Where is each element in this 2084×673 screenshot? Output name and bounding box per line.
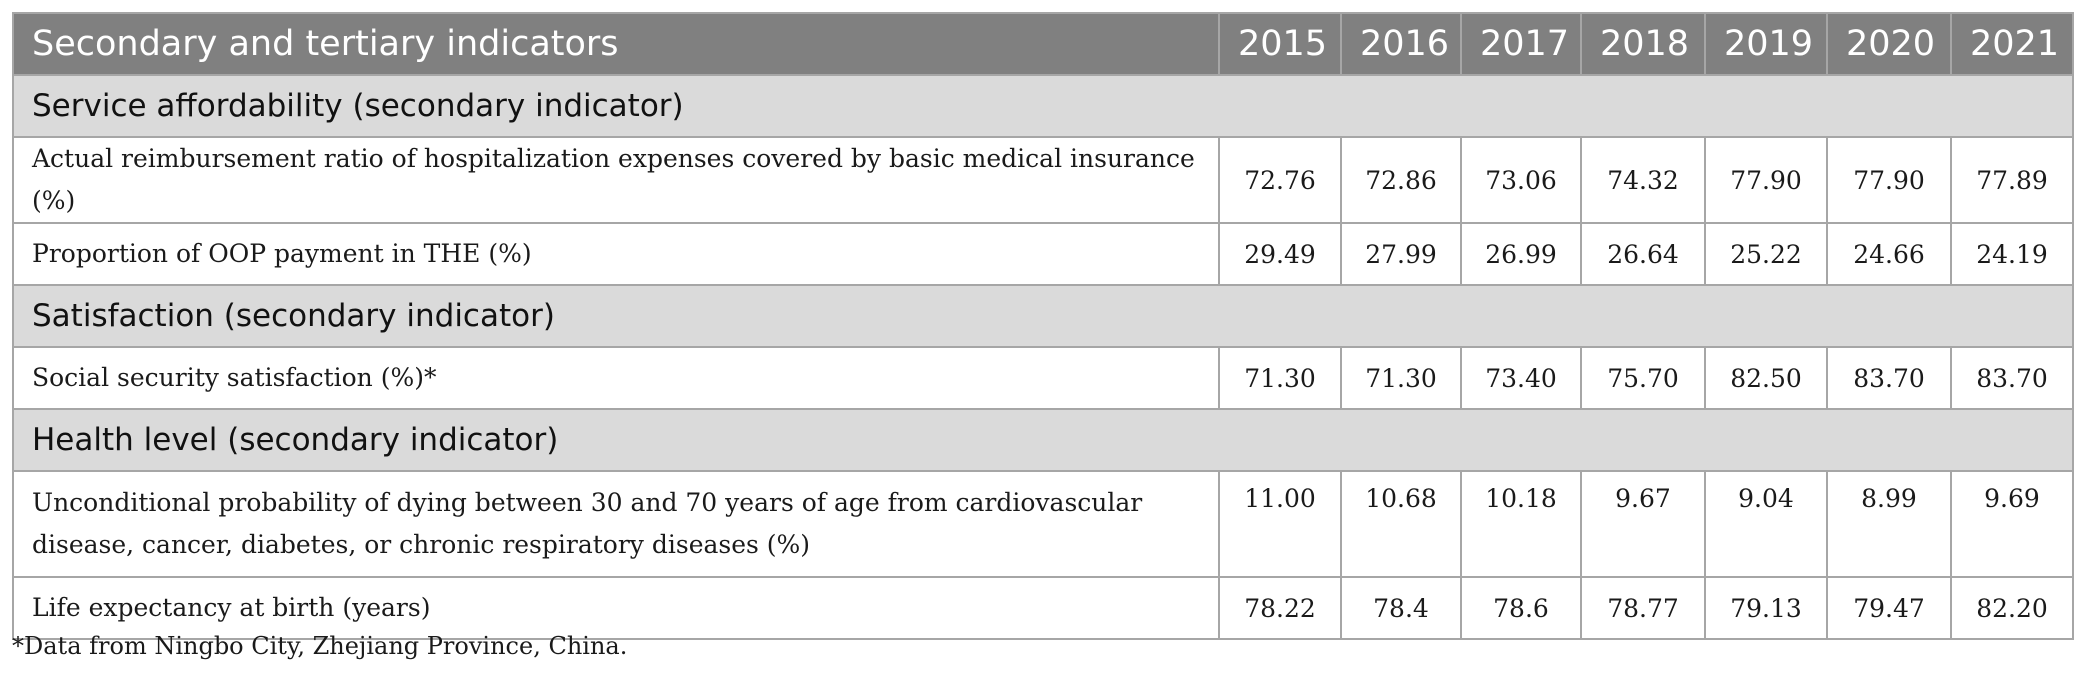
table-cell: 72.76 [1218,136,1342,224]
column-header-year: 2016 [1340,12,1462,76]
table-header-row: Secondary and tertiary indicators 2015 2… [12,12,2074,76]
table-cell: 9.69 [1950,470,2074,578]
column-header-year: 2017 [1460,12,1582,76]
indicators-table-container: Secondary and tertiary indicators 2015 2… [12,12,2074,640]
table-cell: 74.32 [1580,136,1706,224]
table-cell: 83.70 [1950,346,2074,410]
table-footnote: *Data from Ningbo City, Zhejiang Provinc… [12,632,628,660]
table-cell: 78.6 [1460,576,1582,640]
row-label: Unconditional probability of dying betwe… [12,470,1220,578]
section-row-service-affordability: Service affordability (secondary indicat… [12,74,2074,138]
table-cell: 11.00 [1218,470,1342,578]
column-header-year: 2021 [1950,12,2074,76]
table-cell: 77.89 [1950,136,2074,224]
table-cell: 25.22 [1704,222,1828,286]
table-cell: 73.06 [1460,136,1582,224]
table-cell: 72.86 [1340,136,1462,224]
table-cell: 78.77 [1580,576,1706,640]
table-cell: 8.99 [1826,470,1952,578]
row-label: Actual reimbursement ratio of hospitaliz… [12,136,1220,224]
column-header-year: 2019 [1704,12,1828,76]
table-cell: 77.90 [1704,136,1828,224]
section-title: Service affordability (secondary indicat… [12,74,2074,138]
table-cell: 9.67 [1580,470,1706,578]
table-cell: 27.99 [1340,222,1462,286]
table-cell: 26.64 [1580,222,1706,286]
table-row: Social security satisfaction (%)* 71.30 … [12,346,2074,410]
table-cell: 29.49 [1218,222,1342,286]
row-label: Social security satisfaction (%)* [12,346,1220,410]
table-row: Proportion of OOP payment in THE (%) 29.… [12,222,2074,286]
table-cell: 24.66 [1826,222,1952,286]
table-cell: 78.22 [1218,576,1342,640]
table-cell: 82.50 [1704,346,1828,410]
table-cell: 79.13 [1704,576,1828,640]
table-cell: 77.90 [1826,136,1952,224]
row-label: Life expectancy at birth (years) [12,576,1220,640]
table-cell: 82.20 [1950,576,2074,640]
table-cell: 73.40 [1460,346,1582,410]
table-cell: 71.30 [1340,346,1462,410]
column-header-year: 2015 [1218,12,1342,76]
column-header-year: 2020 [1826,12,1952,76]
column-header-indicators: Secondary and tertiary indicators [12,12,1220,76]
table-cell: 24.19 [1950,222,2074,286]
table-cell: 10.18 [1460,470,1582,578]
table-cell: 71.30 [1218,346,1342,410]
section-title: Satisfaction (secondary indicator) [12,284,2074,348]
table-cell: 10.68 [1340,470,1462,578]
table-cell: 75.70 [1580,346,1706,410]
table-cell: 9.04 [1704,470,1828,578]
section-row-satisfaction: Satisfaction (secondary indicator) [12,284,2074,348]
table-row: Life expectancy at birth (years) 78.22 7… [12,576,2074,640]
section-title: Health level (secondary indicator) [12,408,2074,472]
table-cell: 78.4 [1340,576,1462,640]
indicators-table: Secondary and tertiary indicators 2015 2… [12,12,2074,640]
table-cell: 26.99 [1460,222,1582,286]
table-cell: 79.47 [1826,576,1952,640]
row-label: Proportion of OOP payment in THE (%) [12,222,1220,286]
table-row: Actual reimbursement ratio of hospitaliz… [12,136,2074,224]
column-header-year: 2018 [1580,12,1706,76]
section-row-health-level: Health level (secondary indicator) [12,408,2074,472]
table-row: Unconditional probability of dying betwe… [12,470,2074,578]
table-cell: 83.70 [1826,346,1952,410]
